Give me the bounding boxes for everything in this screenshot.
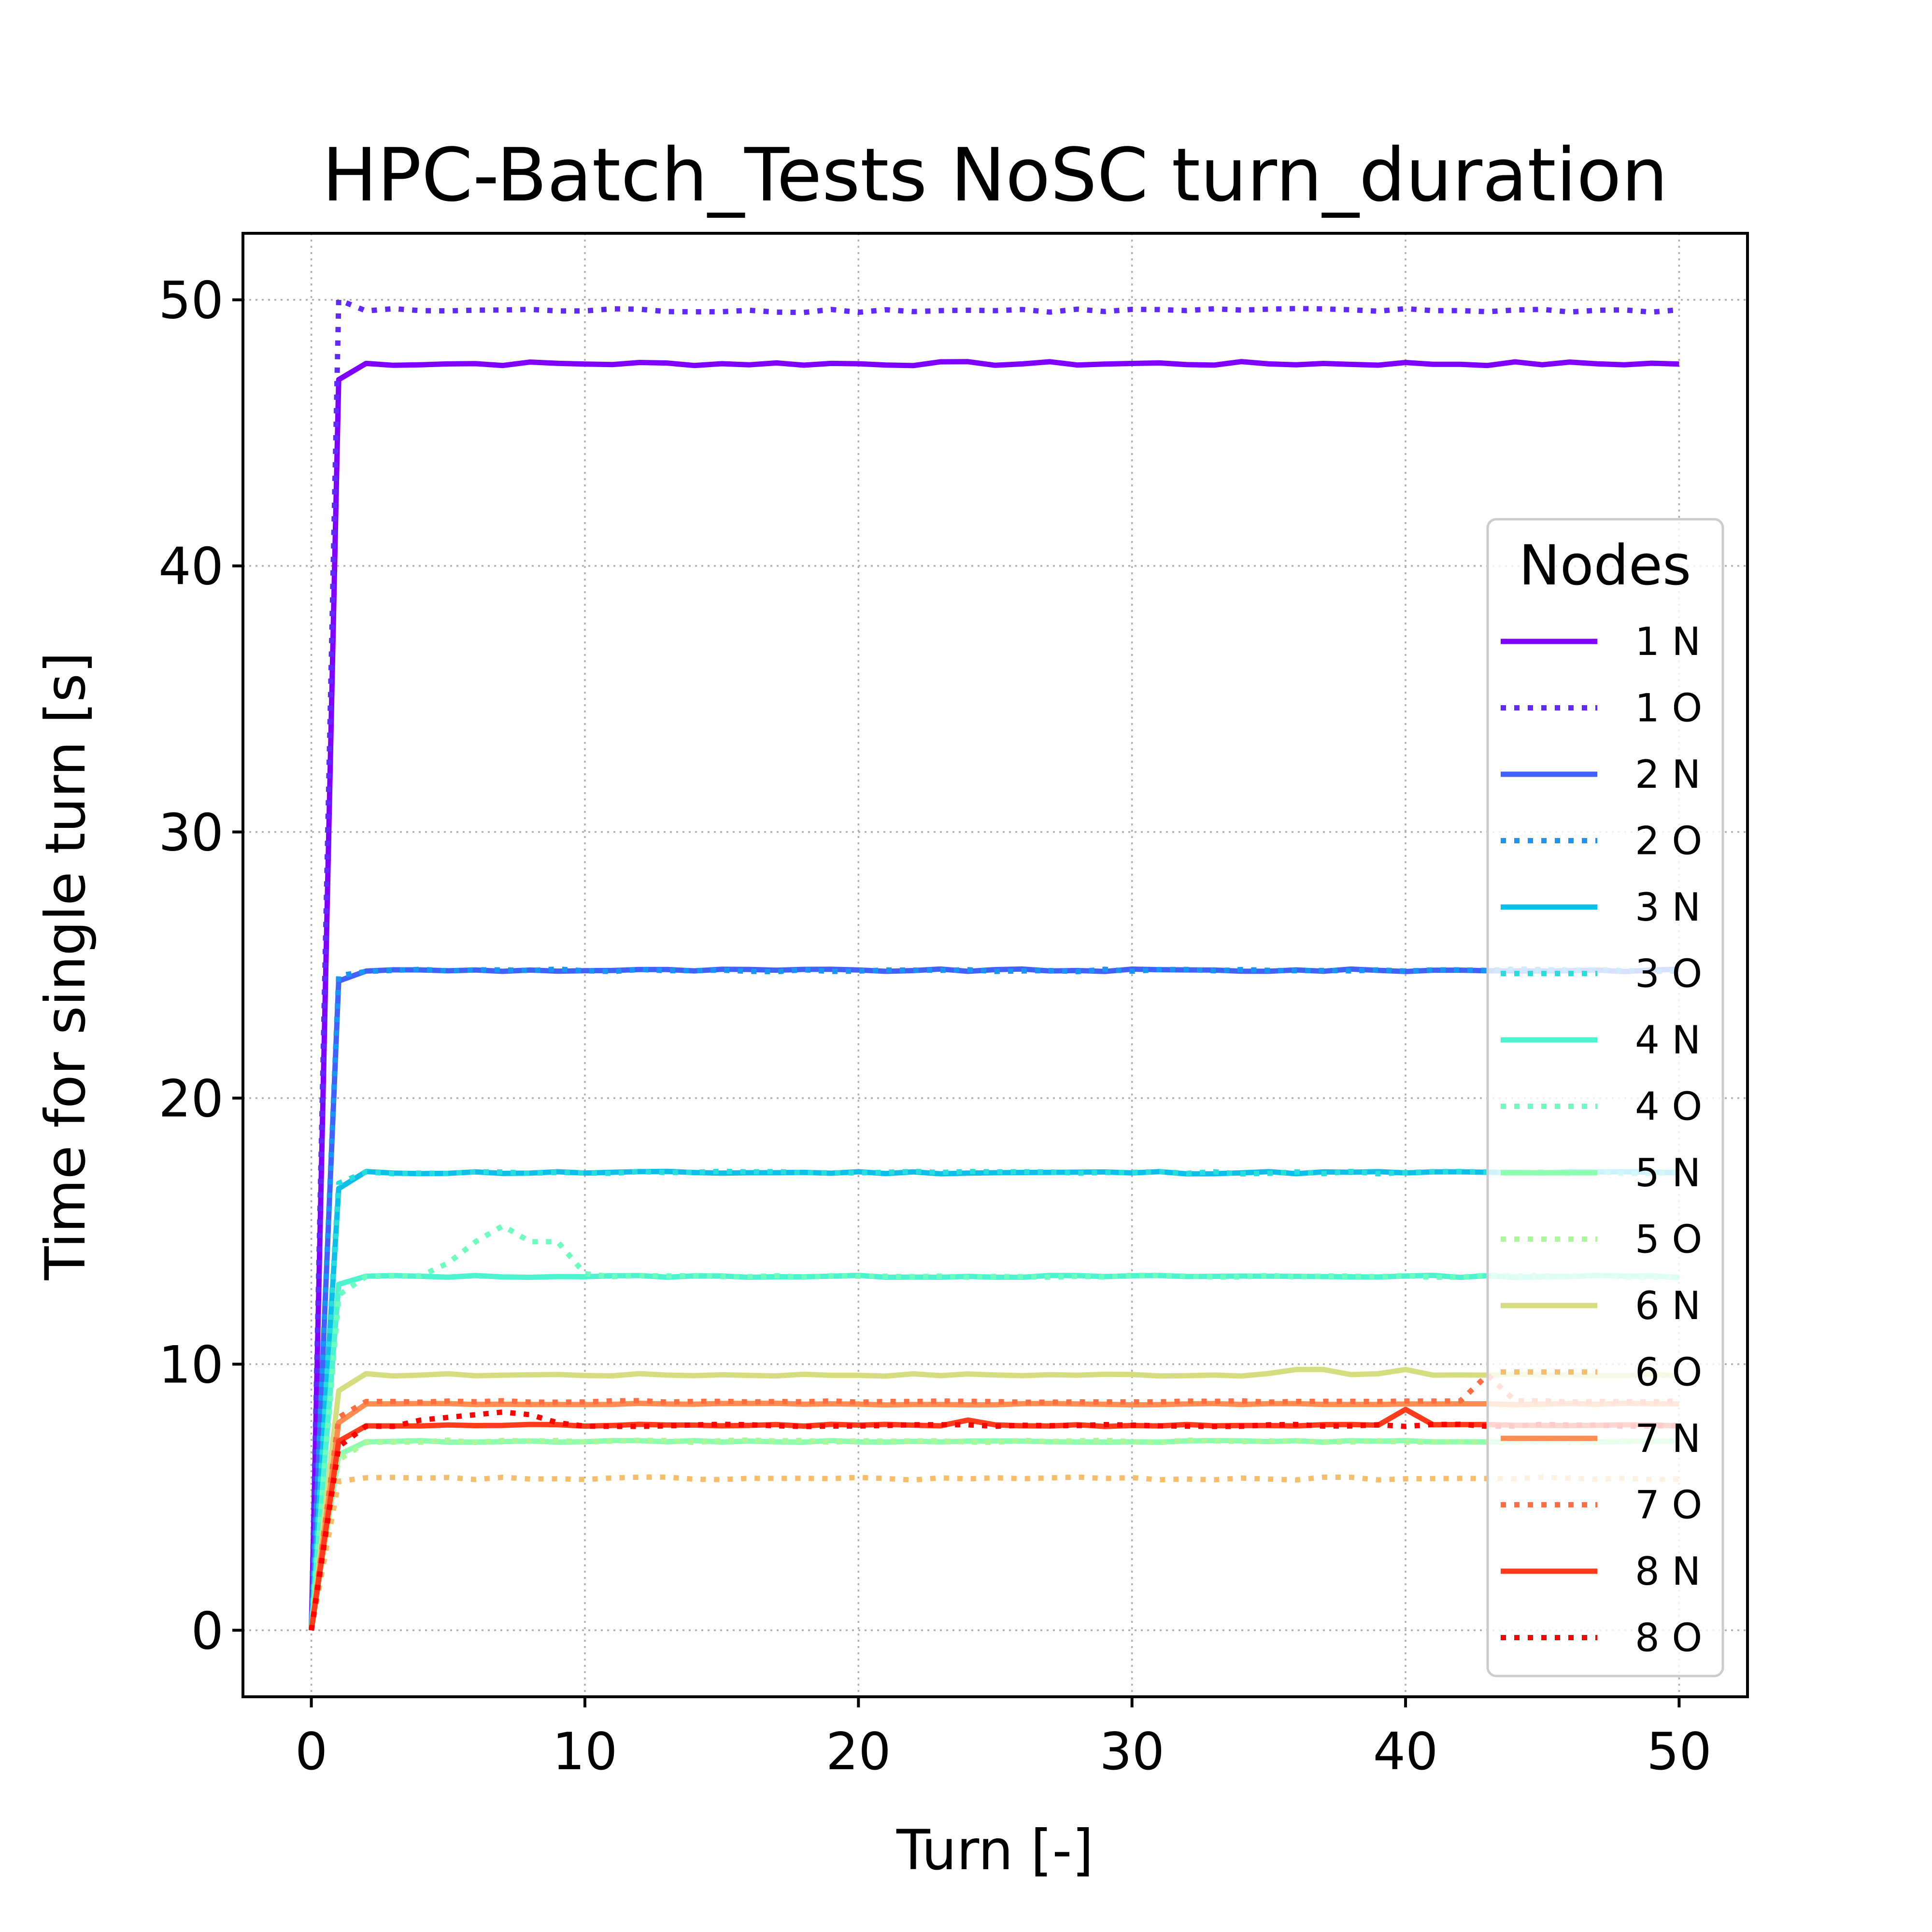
- legend-label: 5 N: [1635, 1151, 1701, 1195]
- y-tick-label: 10: [158, 1335, 224, 1394]
- series-line: [309, 1168, 1679, 1631]
- y-axis-label: Time for single turn [s]: [33, 652, 98, 1281]
- plot-frame: [242, 232, 1749, 1698]
- legend-label: 7 N: [1635, 1416, 1701, 1461]
- series-line: [309, 1409, 1679, 1631]
- y-tick-label: 40: [158, 537, 224, 597]
- series-line: [309, 297, 1679, 1631]
- legend-title: Nodes: [1519, 533, 1691, 597]
- legend-label: 8 N: [1635, 1549, 1701, 1594]
- legend-entries: 1 N 1 O 2 N 2 O 3 N 3 O 4 N 4 O 5 N 5 O 6 N 6 O 7 N 7…: [1501, 619, 1702, 1661]
- x-tick-label: 50: [1647, 1722, 1712, 1781]
- legend-label: 2 N: [1635, 752, 1701, 797]
- series-line: [309, 1406, 1679, 1631]
- legend-label: 4 N: [1635, 1018, 1701, 1063]
- x-tick-label: 20: [826, 1722, 891, 1781]
- legend-label: 1 N: [1635, 619, 1701, 664]
- legend: Nodes 1 N 1 O 2 N 2 O 3 N 3 O 4 N 4 O 5 N 5 O 6 N 6…: [1486, 518, 1724, 1677]
- series-line: [309, 966, 1679, 1631]
- legend-label: 5 O: [1635, 1217, 1702, 1262]
- series-line: [309, 1273, 1679, 1631]
- series-line: [309, 1474, 1679, 1631]
- x-tick-label: 30: [1099, 1722, 1165, 1781]
- x-axis-label: Turn [-]: [896, 1818, 1094, 1882]
- y-tick-label: 20: [158, 1069, 224, 1128]
- legend-label: 2 O: [1635, 819, 1702, 864]
- legend-label: 4 O: [1635, 1084, 1702, 1129]
- series-line: [309, 1437, 1679, 1631]
- legend-label: 6 N: [1635, 1283, 1701, 1328]
- legend-label: 6 O: [1635, 1350, 1702, 1395]
- x-tick-label: 40: [1373, 1722, 1438, 1781]
- y-tick-label: 30: [158, 803, 224, 863]
- x-tick-label: 10: [553, 1722, 618, 1781]
- series-line: [309, 1372, 1679, 1631]
- series-line: [309, 1438, 1679, 1631]
- legend-label: 7 O: [1635, 1483, 1702, 1528]
- series-line: [309, 1366, 1679, 1631]
- y-tick-label: 50: [158, 271, 224, 330]
- legend-label: 3 N: [1635, 885, 1701, 930]
- series-line: [309, 359, 1679, 1631]
- series-line: [309, 1400, 1679, 1631]
- series-line: [309, 966, 1679, 1631]
- y-ticks: 0 10 20 30 40 50: [158, 271, 243, 1661]
- x-ticks: 0 10 20 30 40 50: [295, 1697, 1712, 1781]
- x-tick-label: 0: [295, 1722, 327, 1781]
- series-layer: [309, 297, 1679, 1631]
- series-line: [309, 1223, 1679, 1631]
- legend-label: 1 O: [1635, 686, 1702, 731]
- legend-label: 3 O: [1635, 952, 1702, 996]
- chart-title: HPC-Batch_Tests NoSC turn_duration: [322, 132, 1668, 218]
- y-tick-label: 0: [191, 1601, 224, 1661]
- legend-box: [1486, 518, 1724, 1677]
- legend-label: 8 O: [1635, 1616, 1702, 1661]
